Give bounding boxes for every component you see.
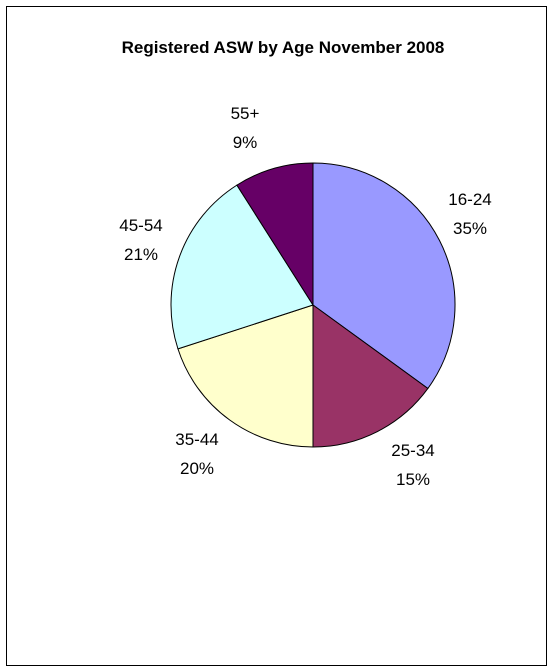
slice-label-25-34: 25-34 [391, 441, 434, 460]
pie-slice-25-34 [312, 304, 429, 448]
pie-slice-16-24 [312, 162, 456, 390]
pie-slice-45-54 [170, 184, 314, 350]
slice-value-45-54: 21% [124, 245, 158, 264]
slice-label-16-24: 16-24 [448, 190, 491, 209]
chart-title: Registered ASW by Age November 2008 [122, 38, 445, 57]
slice-label-45-54: 45-54 [119, 216, 162, 235]
pie-slice-55+ [236, 162, 314, 307]
slice-value-16-24: 35% [453, 219, 487, 238]
slice-value-35-44: 20% [180, 459, 214, 478]
slice-label-35-44: 35-44 [175, 430, 218, 449]
pie-slice-35-44 [177, 304, 314, 448]
slice-label-55+: 55+ [231, 104, 260, 123]
slice-value-25-34: 15% [396, 470, 430, 489]
slice-value-55+: 9% [233, 133, 258, 152]
